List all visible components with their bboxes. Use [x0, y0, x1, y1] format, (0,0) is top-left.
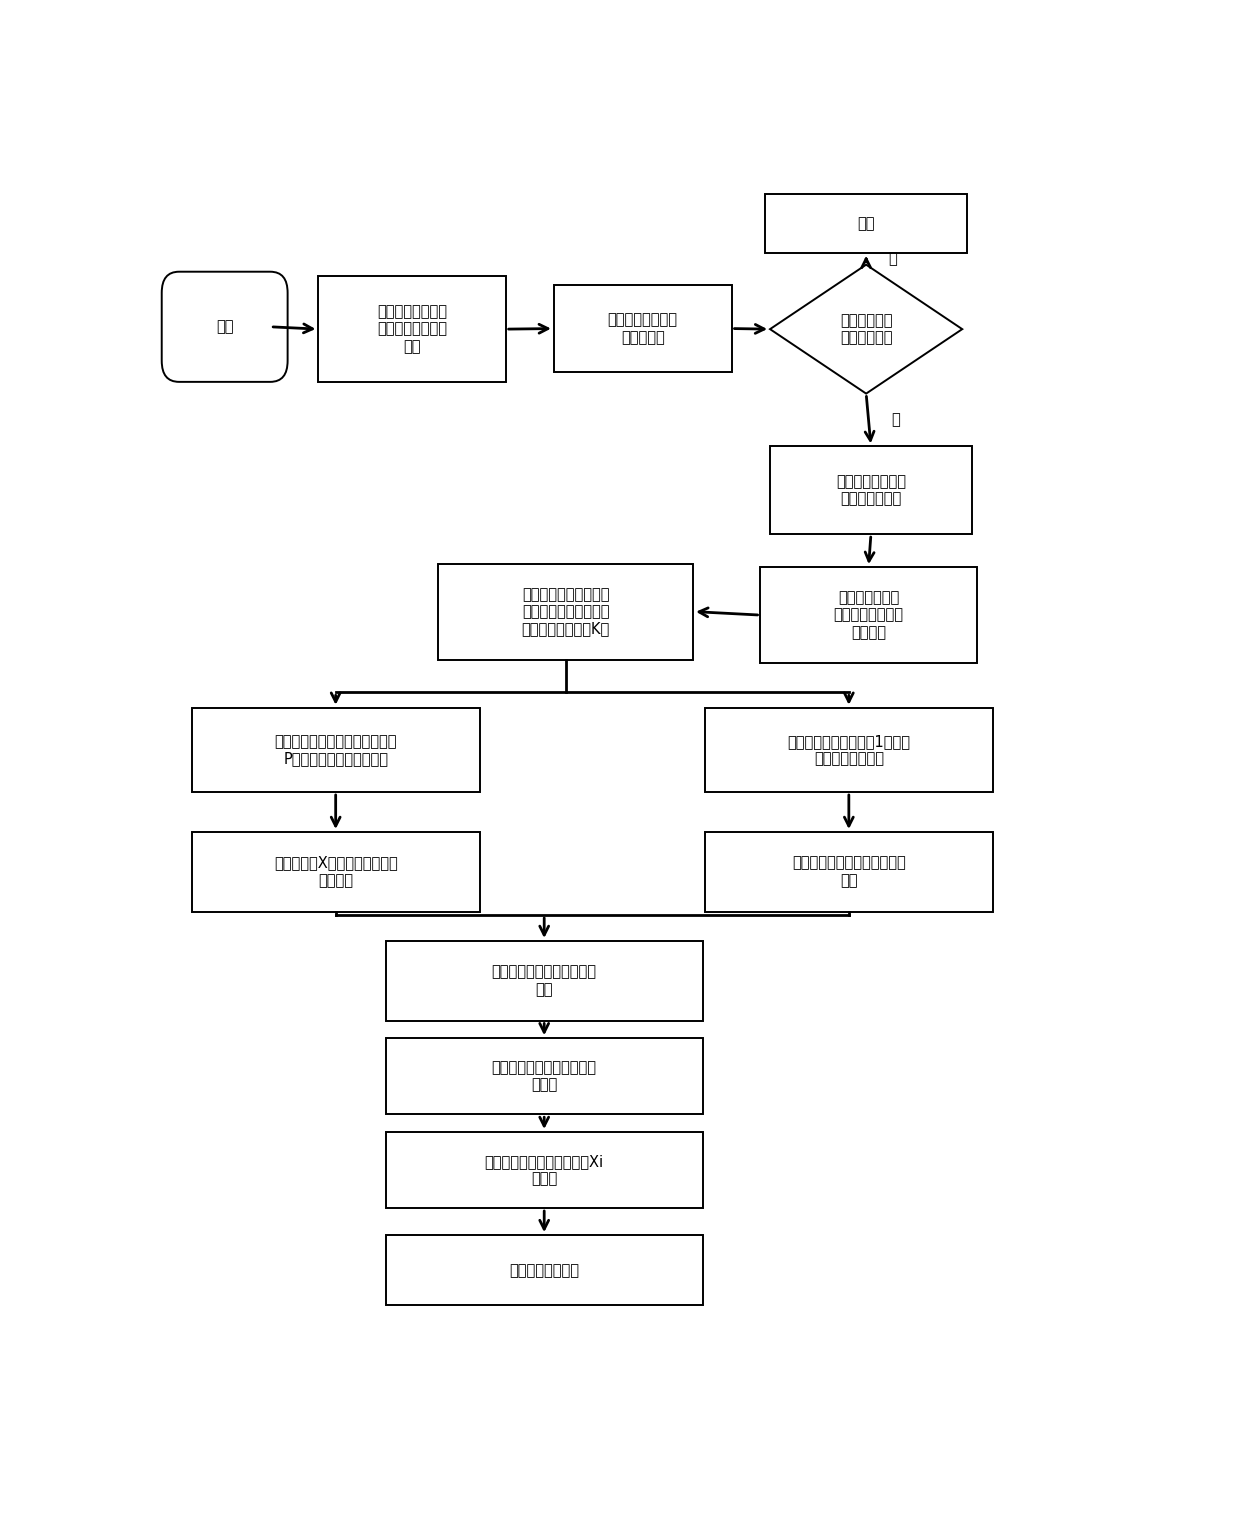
- Text: 提取数据域X在每个条件聚类成
员中类别: 提取数据域X在每个条件聚类成 员中类别: [274, 855, 398, 887]
- Text: 计算灰色关联相似阵，
并对数据进行灰关联聚
类，将数据划分为K类: 计算灰色关联相似阵， 并对数据进行灰关联聚 类，将数据划分为K类: [522, 586, 610, 636]
- Polygon shape: [770, 265, 962, 394]
- Text: 得出聚类融合结果: 得出聚类融合结果: [510, 1263, 579, 1277]
- FancyBboxPatch shape: [386, 1038, 703, 1114]
- Text: 根据不同参考标
准，分别对数据进
行归一化: 根据不同参考标 准，分别对数据进 行归一化: [833, 591, 904, 639]
- Text: 采用概率方式计算每个对象Xi
所属类: 采用概率方式计算每个对象Xi 所属类: [485, 1154, 604, 1186]
- FancyBboxPatch shape: [386, 941, 703, 1021]
- FancyBboxPatch shape: [161, 272, 288, 382]
- FancyBboxPatch shape: [191, 833, 480, 912]
- FancyBboxPatch shape: [704, 708, 993, 791]
- Text: 是: 是: [889, 251, 898, 266]
- FancyBboxPatch shape: [439, 563, 693, 659]
- Text: 计算信息熵，得到各聚类成
员权重: 计算信息熵，得到各聚类成 员权重: [492, 1059, 596, 1093]
- FancyBboxPatch shape: [319, 277, 506, 382]
- Text: 删除: 删除: [857, 216, 875, 231]
- FancyBboxPatch shape: [704, 833, 993, 912]
- FancyBboxPatch shape: [765, 195, 967, 253]
- Text: 由最优参考标准得到的1个聚类
成员作为决策属性: 由最优参考标准得到的1个聚类 成员作为决策属性: [787, 734, 910, 766]
- Text: 提取数据在决策聚类成员中的
类别: 提取数据在决策聚类成员中的 类别: [792, 855, 905, 887]
- Text: 多属性数据进行预
处理，转化成矩阵
格式: 多属性数据进行预 处理，转化成矩阵 格式: [377, 304, 448, 355]
- Text: 过滤数据中的异常
点或孤立点: 过滤数据中的异常 点或孤立点: [608, 312, 678, 345]
- Text: 从数据集对象中提
取最优参考标准: 从数据集对象中提 取最优参考标准: [836, 473, 906, 507]
- Text: 否: 否: [892, 412, 900, 428]
- Text: 根据粗糙集理论构建系统决
策表: 根据粗糙集理论构建系统决 策表: [492, 965, 596, 997]
- FancyBboxPatch shape: [770, 446, 972, 534]
- Text: 开始: 开始: [216, 320, 233, 335]
- FancyBboxPatch shape: [191, 708, 480, 791]
- FancyBboxPatch shape: [386, 1132, 703, 1208]
- FancyBboxPatch shape: [386, 1234, 703, 1306]
- Text: 相邻数据对象
超过设定阈值: 相邻数据对象 超过设定阈值: [839, 314, 893, 345]
- FancyBboxPatch shape: [760, 568, 977, 664]
- Text: 由参考序列集作为参考标准得到
P个聚类成员作为条件属性: 由参考序列集作为参考标准得到 P个聚类成员作为条件属性: [274, 734, 397, 766]
- FancyBboxPatch shape: [554, 285, 732, 373]
